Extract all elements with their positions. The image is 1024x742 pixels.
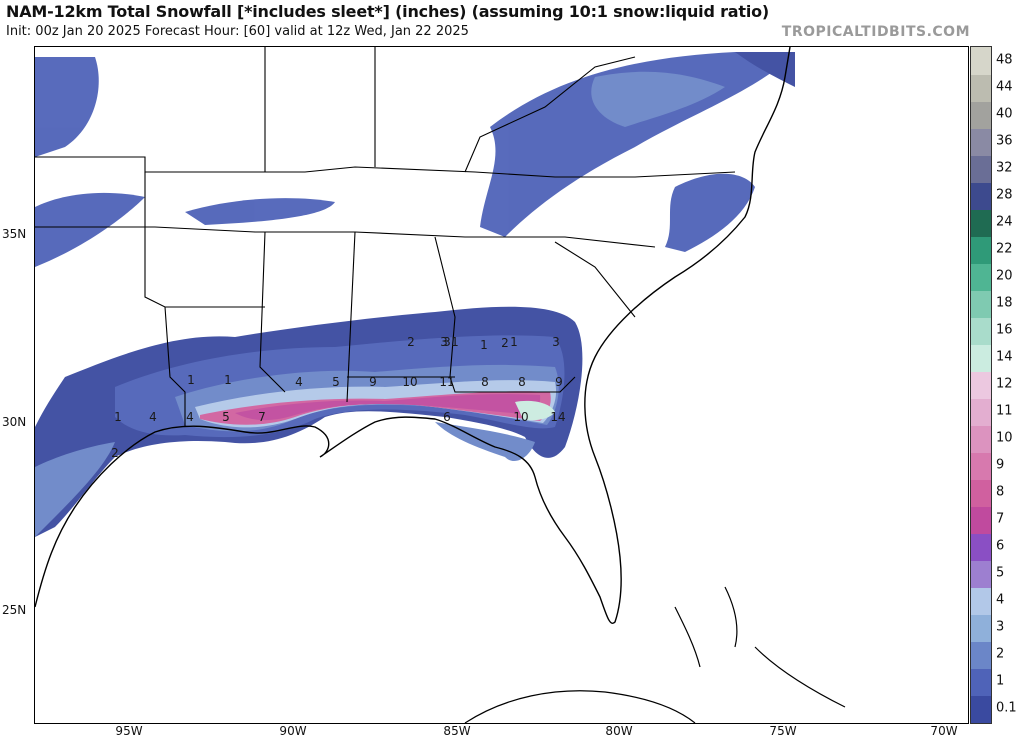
colorbar-swatch — [971, 614, 991, 643]
colorbar-swatch — [971, 479, 991, 508]
contour-label: 7 — [258, 410, 266, 424]
colorbar-label: 32 — [996, 160, 1013, 176]
colorbar-label: 14 — [996, 349, 1013, 365]
colorbar-label: 11 — [996, 403, 1013, 419]
contour-label: 2 — [407, 335, 415, 349]
colorbar-label: 22 — [996, 241, 1013, 257]
contour-label: 2 — [111, 446, 119, 460]
contour-label: 14 — [550, 410, 565, 424]
colorbar-label: 0.1 — [996, 700, 1017, 716]
brand-watermark: TROPICALTIDBITS.COM — [781, 24, 970, 40]
contour-label: 1 — [451, 335, 459, 349]
lat-label-35n: 35N — [2, 227, 27, 241]
lon-label-75w: 75W — [769, 724, 797, 738]
contour-label: 1 — [187, 373, 195, 387]
contour-label: 11 — [439, 375, 454, 389]
colorbar-label: 8 — [996, 484, 1005, 500]
colorbar-label: 18 — [996, 295, 1013, 311]
colorbar-swatch — [971, 641, 991, 670]
contour-label: 3 — [443, 335, 451, 349]
colorbar-label: 24 — [996, 214, 1013, 230]
lon-label-90w: 90W — [279, 724, 307, 738]
colorbar-swatch — [971, 317, 991, 345]
colorbar-swatch — [971, 452, 991, 481]
contour-label: 3 — [552, 335, 560, 349]
colorbar-label: 16 — [996, 322, 1013, 338]
colorbar-swatch — [971, 155, 991, 183]
lat-label-25n: 25N — [2, 603, 27, 617]
lon-label-70w: 70W — [930, 724, 958, 738]
snowfall-shading — [35, 52, 795, 537]
lon-label-95w: 95W — [115, 724, 143, 738]
colorbar-label: 4 — [996, 592, 1005, 608]
contour-label: 6 — [443, 410, 451, 424]
colorbar-label: 12 — [996, 376, 1013, 392]
colorbar-swatch — [971, 128, 991, 156]
colorbar-swatch — [971, 74, 991, 102]
lon-label-85w: 85W — [443, 724, 471, 738]
state-borders — [35, 47, 736, 427]
colorbar-swatch — [971, 425, 991, 454]
colorbar-swatch — [971, 101, 991, 129]
contour-label: 10 — [513, 410, 528, 424]
colorbar-swatch — [971, 47, 991, 75]
colorbar-swatch — [971, 344, 991, 372]
contour-label: 2 — [501, 336, 509, 350]
contour-label: 4 — [186, 410, 194, 424]
colorbar-label: 7 — [996, 511, 1005, 527]
contour-label: 5 — [332, 375, 340, 389]
colorbar-swatch — [971, 209, 991, 237]
colorbar — [970, 46, 992, 724]
colorbar-label: 20 — [996, 268, 1013, 284]
colorbar-swatch — [971, 695, 991, 724]
colorbar-label: 48 — [996, 52, 1013, 68]
contour-label: 1 — [480, 338, 488, 352]
colorbar-swatch — [971, 506, 991, 535]
islands — [464, 586, 846, 723]
contour-label: 8 — [481, 375, 489, 389]
colorbar-swatch — [971, 290, 991, 318]
contour-label: 1 — [114, 410, 122, 424]
colorbar-label: 44 — [996, 79, 1013, 95]
colorbar-label: 40 — [996, 106, 1013, 122]
contour-label: 9 — [369, 375, 377, 389]
colorbar-label: 9 — [996, 457, 1005, 473]
colorbar-label: 36 — [996, 133, 1013, 149]
colorbar-label: 28 — [996, 187, 1013, 203]
map-frame: 1 1 1 1 1 1 2 2 2 3 3 3 4 4 4 5 5 6 7 8 8 9 9 10 10 11 14 — [34, 46, 969, 724]
colorbar-label: 2 — [996, 646, 1005, 662]
contour-label: 4 — [149, 410, 157, 424]
map-title: NAM-12km Total Snowfall [*includes sleet… — [6, 2, 770, 21]
colorbar-label: 5 — [996, 565, 1005, 581]
colorbar-label: 10 — [996, 430, 1013, 446]
contour-label: 10 — [402, 375, 417, 389]
colorbar-swatch — [971, 398, 991, 427]
colorbar-swatch — [971, 182, 991, 210]
contour-label: 1 — [224, 373, 232, 387]
colorbar-label: 1 — [996, 673, 1005, 689]
header: NAM-12km Total Snowfall [*includes sleet… — [0, 0, 1024, 46]
contour-label: 5 — [222, 410, 230, 424]
contour-label: 3 — [440, 335, 448, 349]
contour-label: 9 — [555, 375, 563, 389]
colorbar-swatch — [971, 371, 991, 399]
contour-label: 4 — [295, 375, 303, 389]
colorbar-swatch — [971, 587, 991, 616]
colorbar-swatch — [971, 263, 991, 291]
contour-label: 1 — [510, 335, 518, 349]
colorbar-label: 6 — [996, 538, 1005, 554]
colorbar-swatch — [971, 560, 991, 589]
forecast-info: Init: 00z Jan 20 2025 Forecast Hour: [60… — [6, 24, 469, 39]
lon-label-80w: 80W — [605, 724, 633, 738]
colorbar-swatch — [971, 668, 991, 697]
lat-label-30n: 30N — [2, 415, 27, 429]
colorbar-label: 3 — [996, 619, 1005, 635]
colorbar-swatch — [971, 236, 991, 264]
coastline — [35, 47, 791, 624]
colorbar-swatch — [971, 533, 991, 562]
contour-label: 8 — [518, 375, 526, 389]
